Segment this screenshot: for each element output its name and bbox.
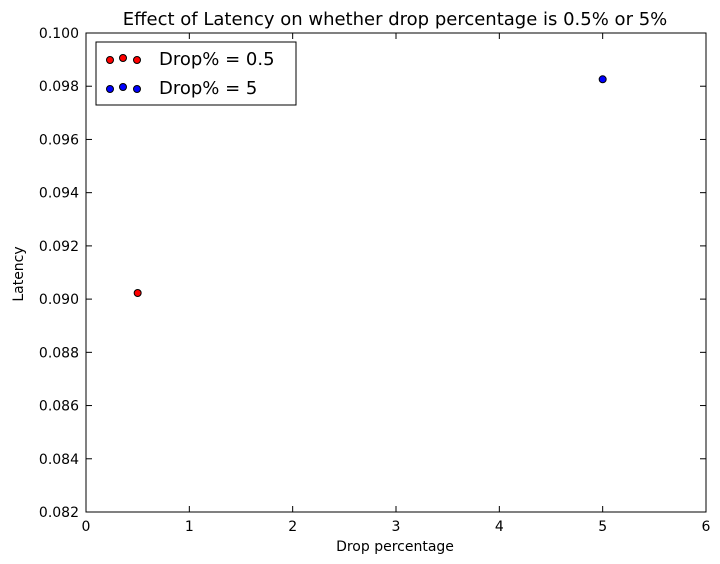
y-tick-label: 0.094 [39,186,79,202]
legend-marker [106,85,114,93]
legend-marker [119,83,127,91]
x-tick-label: 4 [495,519,504,535]
y-axis-ticks: 0.082 0.084 0.086 0.088 0.090 0.092 0.094 0.096… [39,26,706,521]
x-tick-label: 1 [185,519,194,535]
x-tick-label: 6 [702,519,711,535]
data-point [133,288,142,297]
y-tick-label: 0.100 [39,26,79,42]
y-tick-label: 0.096 [39,132,79,148]
y-tick-label: 0.086 [39,399,79,415]
y-tick-label: 0.092 [39,239,79,255]
y-axis-label: Latency [11,246,27,301]
legend-marker [119,54,127,62]
y-tick-label: 0.098 [39,79,79,95]
legend-label: Drop% = 5 [159,78,257,99]
x-tick-label: 0 [82,519,91,535]
data-point [598,75,607,84]
legend-marker [106,56,114,64]
chart-title: Effect of Latency on whether drop percen… [123,9,668,30]
x-axis-ticks: 0 1 2 3 4 5 6 [82,33,711,535]
legend-marker [133,56,141,64]
legend-marker [133,85,141,93]
legend-label: Drop% = 0.5 [159,49,275,70]
x-tick-label: 5 [598,519,607,535]
x-tick-label: 2 [288,519,297,535]
data-points [133,75,607,297]
y-tick-label: 0.082 [39,505,79,521]
x-tick-label: 3 [392,519,401,535]
legend-box [95,41,297,106]
y-tick-label: 0.090 [39,292,79,308]
legend: Drop% = 0.5 Drop% = 5 [95,41,297,106]
y-tick-label: 0.084 [39,452,79,468]
y-tick-label: 0.088 [39,345,79,361]
x-axis-label: Drop percentage [336,539,454,555]
